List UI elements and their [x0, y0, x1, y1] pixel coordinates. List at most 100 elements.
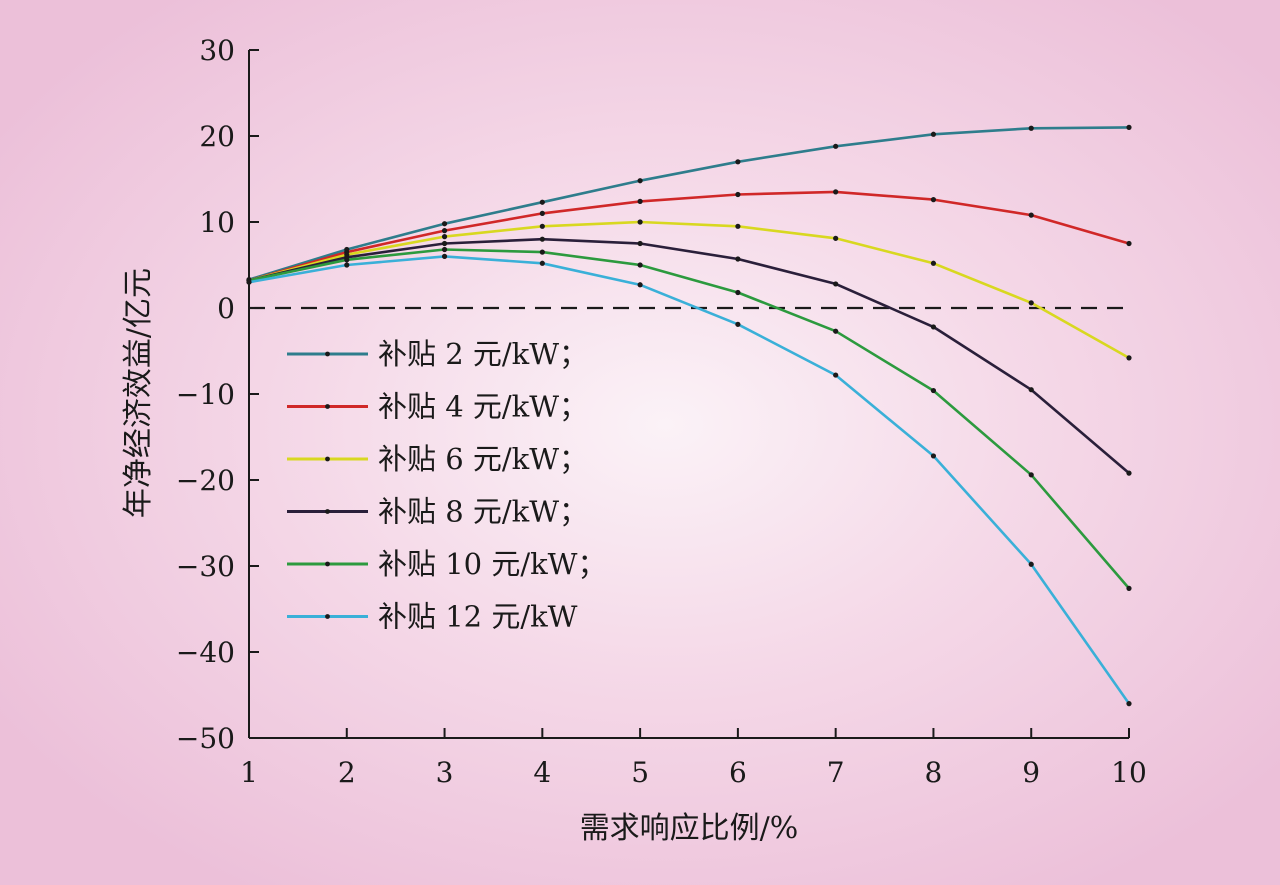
data-point	[1126, 124, 1132, 130]
y-tick-label: 10	[199, 206, 235, 239]
y-tick-label: −10	[176, 378, 235, 411]
legend-item-5: 补贴 10 元/kW；	[287, 547, 607, 581]
x-tick-label: 3	[436, 756, 454, 789]
data-point	[441, 228, 448, 234]
y-tick-label: −40	[176, 636, 235, 669]
data-point	[441, 246, 448, 253]
legend-label: 补贴 2 元/kW；	[378, 337, 588, 371]
x-tick-label: 7	[827, 756, 845, 789]
data-point	[637, 282, 643, 288]
legend-item-4: 补贴 8 元/kW；	[287, 495, 588, 529]
data-point	[735, 321, 741, 327]
legend-item-1: 补贴 2 元/kW；	[287, 337, 588, 371]
y-tick-label: −30	[176, 550, 235, 583]
x-axis-title: 需求响应比例/%	[580, 811, 799, 846]
data-point	[833, 235, 839, 241]
data-point	[637, 198, 643, 204]
x-tick-label: 10	[1111, 756, 1147, 789]
legend-marker	[325, 509, 330, 514]
data-point	[246, 279, 252, 285]
data-point	[930, 387, 937, 394]
series-1	[246, 124, 1132, 283]
series-3	[246, 219, 1132, 361]
data-point	[1126, 355, 1132, 361]
axes: 30 20 10 0 −10 −20 −30 −40 −501 2 3 4 5 6 7 8 9 10	[176, 34, 1147, 789]
legend-marker	[325, 561, 330, 567]
data-point	[833, 281, 839, 287]
legend: 补贴 2 元/kW； 补贴 4 元/kW； 补贴 6 元/kW； 补贴 8 元/kW；…	[287, 337, 607, 634]
data-point	[1028, 212, 1034, 218]
x-tick-label: 8	[925, 756, 943, 789]
x-tick-label: 1	[240, 756, 258, 789]
legend-marker	[325, 404, 330, 409]
data-point	[441, 234, 448, 240]
data-point	[539, 199, 545, 205]
data-point	[930, 197, 937, 203]
data-point	[637, 262, 643, 268]
series-line	[248, 220, 1130, 360]
data-point	[735, 289, 741, 296]
legend-marker	[325, 456, 330, 462]
data-point	[1126, 470, 1132, 476]
data-point	[1028, 472, 1034, 478]
data-point	[1126, 240, 1132, 247]
series-group	[246, 124, 1132, 707]
y-tick-label: 30	[199, 34, 235, 67]
data-point	[1126, 701, 1132, 707]
data-point	[930, 453, 937, 459]
series-line	[248, 237, 1130, 475]
data-point	[539, 236, 545, 242]
data-point	[1028, 561, 1034, 567]
data-point	[735, 223, 741, 229]
series-line	[248, 248, 1130, 590]
legend-item-2: 补贴 4 元/kW；	[287, 390, 588, 424]
data-point	[1028, 387, 1034, 393]
data-point	[1028, 125, 1034, 131]
y-tick-label: −20	[176, 464, 235, 497]
y-tick-label: 20	[199, 120, 235, 153]
y-tick-label: 0	[217, 292, 235, 325]
data-point	[637, 178, 643, 184]
data-point	[441, 240, 448, 247]
series-2	[246, 189, 1132, 284]
data-point	[539, 260, 545, 266]
y-tick-label: −50	[176, 722, 235, 755]
legend-item-6: 补贴 12 元/kW	[287, 600, 578, 634]
series-line	[248, 190, 1130, 282]
data-point	[735, 256, 741, 262]
data-point	[1126, 585, 1132, 591]
data-point	[735, 159, 741, 165]
legend-label: 补贴 8 元/kW；	[378, 495, 588, 529]
data-point	[1028, 300, 1034, 306]
data-point	[833, 328, 839, 334]
data-point	[539, 249, 545, 255]
data-point	[441, 221, 448, 227]
data-point	[539, 223, 545, 229]
series-6	[246, 253, 1132, 707]
data-point	[441, 253, 448, 259]
data-point	[833, 143, 839, 149]
legend-item-3: 补贴 6 元/kW；	[287, 442, 588, 476]
data-point	[930, 324, 937, 330]
series-line	[248, 126, 1130, 281]
data-point	[930, 260, 937, 266]
x-tick-label: 2	[338, 756, 356, 789]
y-axis-title: 年净经济效益/亿元	[121, 268, 156, 518]
data-point	[637, 240, 643, 247]
series-5	[246, 246, 1132, 591]
legend-label: 补贴 10 元/kW；	[378, 547, 607, 581]
data-point	[735, 191, 741, 198]
legend-marker	[325, 351, 330, 357]
data-point	[833, 372, 839, 378]
x-tick-label: 6	[729, 756, 747, 789]
data-point	[344, 262, 350, 268]
data-point	[637, 219, 643, 225]
series-line	[248, 255, 1131, 705]
x-tick-label: 5	[631, 756, 649, 789]
legend-label: 补贴 6 元/kW；	[378, 442, 588, 476]
data-point	[930, 131, 937, 137]
x-tick-label: 4	[533, 756, 551, 789]
legend-marker	[325, 614, 330, 619]
data-point	[833, 189, 839, 195]
